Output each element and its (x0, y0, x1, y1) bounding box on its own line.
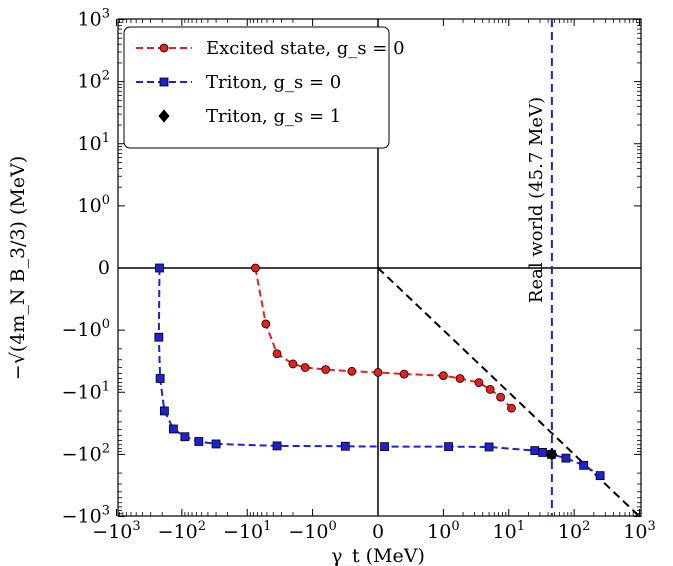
data-point (288, 359, 298, 369)
data-point (168, 424, 178, 434)
data-point (180, 432, 190, 442)
y-tick-label: −102 (62, 441, 110, 465)
data-point (538, 448, 548, 457)
data-point (155, 374, 165, 383)
legend-entry: Triton, g_s = 0 (136, 72, 341, 93)
series-1 (251, 263, 516, 413)
data-point (272, 441, 282, 451)
data-point (211, 439, 221, 449)
x-tick-label: 102 (558, 519, 590, 543)
data-point (496, 392, 505, 402)
data-point (155, 263, 164, 273)
data-point (561, 453, 571, 463)
x-tick-label: 100 (427, 519, 459, 543)
data-point (485, 385, 495, 394)
x-tick-label: 103 (623, 519, 655, 543)
y-axis-title: −√(4m_N B_3/3) (MeV) (7, 156, 29, 380)
x-tick-label: 101 (493, 519, 525, 543)
y-tick-label: −100 (62, 317, 110, 341)
data-point (484, 442, 494, 452)
y-tick-label: 100 (78, 193, 110, 217)
data-point (380, 442, 389, 452)
y-tick-label: 103 (78, 7, 110, 31)
x-tick-label: −100 (288, 519, 336, 543)
legend-marker (158, 109, 170, 123)
data-point (347, 366, 357, 376)
data-point (340, 441, 350, 451)
data-point (399, 369, 409, 379)
data-point (438, 371, 448, 381)
y-tick-label: 101 (78, 131, 110, 155)
x-tick-label: −102 (158, 519, 206, 543)
legend-marker (159, 43, 169, 53)
data-point (272, 349, 282, 359)
y-tick-label: 0 (98, 257, 110, 279)
legend-label: Triton, g_s = 0 (206, 72, 341, 93)
series-3 (546, 447, 558, 461)
legend-label: Excited state, g_s = 0 (206, 38, 405, 59)
y-tick-label: −101 (62, 379, 110, 403)
x-axis-title: γ_t (MeV) (331, 545, 425, 566)
data-point (579, 460, 589, 470)
tick-marks (116, 19, 641, 517)
data-point (474, 378, 484, 388)
data-point (530, 446, 540, 456)
data-point (300, 363, 310, 372)
data-point (160, 406, 169, 416)
x-tick-label: −101 (223, 519, 271, 543)
legend-frame (123, 26, 390, 149)
data-point (373, 368, 383, 377)
data-point (194, 437, 204, 446)
x-tick-label: −103 (92, 519, 140, 543)
y-tick-label: 102 (78, 69, 110, 93)
data-point (321, 365, 331, 374)
y-tick-label: −103 (62, 504, 110, 528)
data-point (154, 332, 164, 342)
legend-label: Triton, g_s = 1 (206, 106, 341, 127)
legend-box: Excited state, g_s = 0 Triton, g_s = 0 Tri… (123, 26, 405, 149)
legend-marker (159, 77, 169, 87)
data-point (444, 442, 453, 452)
x-tick-label: 0 (372, 521, 384, 543)
data-series (154, 263, 605, 481)
series-line (254, 267, 513, 409)
legend-entry: Excited state, g_s = 0 (136, 38, 405, 59)
data-point (507, 403, 516, 413)
legend-entry: Triton, g_s = 1 (158, 106, 341, 127)
data-point (455, 374, 465, 383)
data-point (251, 263, 260, 273)
data-point (546, 447, 558, 461)
legend: Excited state, g_s = 0 Triton, g_s = 0 Tri… (123, 26, 405, 149)
real-world-label: Real world (45.7 MeV) (526, 97, 547, 303)
data-point (595, 471, 605, 481)
tick-labels: −103 −102 −101 −100 0 100 101 102 103 103 102 101 10… (7, 7, 656, 566)
data-point (261, 319, 271, 329)
